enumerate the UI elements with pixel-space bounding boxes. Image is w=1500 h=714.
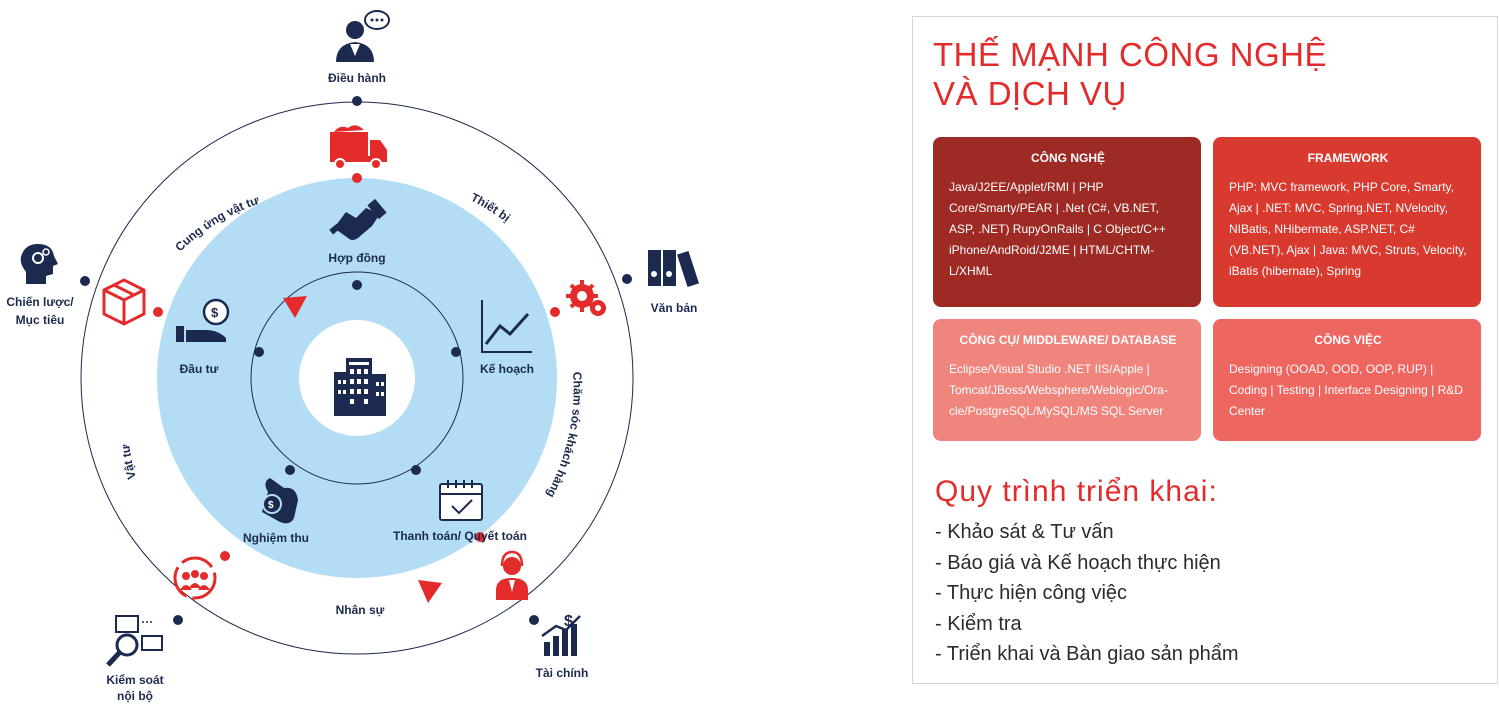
card-technology-body: Java/J2EE/Applet/RMI | PHP Core/Smarty/P…	[949, 180, 1166, 278]
node-label-dieu-hanh: Điều hành	[328, 71, 386, 85]
strategy-head-icon	[20, 244, 59, 284]
ring-label-nhan-su: Nhân sự	[336, 603, 385, 617]
process-title: Quy trình triển khai:	[935, 475, 1218, 508]
node-label-kiem-soat-2: nội bộ	[117, 689, 153, 703]
node-label-van-ban: Văn bản	[651, 301, 698, 315]
node-label-kiem-soat-1: Kiểm soát	[106, 673, 163, 687]
process-step: Khảo sát & Tư vấn	[935, 517, 1239, 548]
card-framework-body: PHP: MVC framework, PHP Core, Smarty, Aj…	[1229, 180, 1467, 278]
card-work: CÔNG VIỆC Designing (OOAD, OOD, OOP, RUP…	[1213, 319, 1481, 441]
outer-ring-dots	[80, 96, 632, 625]
handshake-icon	[329, 198, 387, 240]
svg-text:$: $	[564, 613, 573, 630]
truck-icon	[330, 125, 387, 170]
card-technology: CÔNG NGHỆ Java/J2EE/Applet/RMI | PHP Cor…	[933, 137, 1201, 307]
inspection-icon	[106, 615, 163, 667]
process-step: Triển khai và Bàn giao sản phẩm	[935, 639, 1239, 670]
manager-chat-icon	[336, 10, 390, 62]
calendar-check-icon	[439, 480, 483, 521]
node-label-hop-dong: Hợp đồng	[328, 251, 385, 265]
process-steps-list: Khảo sát & Tư vấn Báo giá và Kế hoạch th…	[935, 517, 1239, 670]
ok-hand-coin-icon: $	[262, 478, 298, 524]
direction-arrow-bottom	[418, 580, 442, 603]
svg-text:$: $	[268, 500, 274, 511]
office-building-icon	[334, 358, 386, 416]
hand-coin-icon: $	[176, 298, 230, 342]
process-step: Thực hiện công việc	[935, 578, 1239, 609]
card-tools-body: Eclipse/Visual Studio .NET IIS/Apple | T…	[949, 362, 1168, 418]
node-label-dau-tu: Đầu tư	[180, 362, 219, 376]
team-cycle-icon	[173, 556, 217, 600]
line-chart-icon	[481, 300, 532, 353]
service-cycle-diagram: Cung ứng vật tư Thiết bị Chăm sóc khách …	[6, 10, 699, 703]
panel-title: THẾ MẠNH CÔNG NGHỆ VÀ DỊCH VỤ	[933, 36, 1328, 112]
process-step: Kiểm tra	[935, 609, 1239, 640]
node-label-nghiem-thu: Nghiệm thu	[243, 531, 309, 545]
inner-ring	[250, 271, 464, 485]
direction-arrow-top	[283, 296, 307, 318]
card-work-title: CÔNG VIỆC	[1314, 333, 1382, 347]
gears-icon	[566, 280, 606, 316]
node-label-tai-chinh: Tài chính	[536, 666, 589, 680]
process-step: Báo giá và Kế hoạch thực hiện	[935, 548, 1239, 579]
card-tools-middleware: CÔNG CỤ/ MIDDLEWARE/ DATABASE Eclipse/Vi…	[933, 319, 1201, 441]
box-icon	[102, 278, 146, 326]
node-label-chien-luoc-2: Mục tiêu	[16, 313, 65, 327]
node-label-ke-hoach: Kế hoạch	[480, 362, 534, 376]
svg-text:$: $	[211, 305, 219, 320]
tech-services-panel: THẾ MẠNH CÔNG NGHỆ VÀ DỊCH VỤ CÔNG NGHỆ …	[912, 16, 1498, 684]
finance-chart-icon: $	[541, 613, 581, 656]
headset-agent-icon	[496, 550, 528, 600]
card-framework: FRAMEWORK PHP: MVC framework, PHP Core, …	[1213, 137, 1481, 307]
binders-icon	[648, 250, 699, 288]
card-work-body: Designing (OOAD, OOD, OOP, RUP) | Coding…	[1229, 362, 1463, 418]
middle-red-dots	[153, 173, 560, 561]
inner-ring-dots	[254, 280, 461, 475]
node-label-thanh-toan: Thanh toán/ Quyết toán	[393, 529, 527, 543]
node-label-chien-luoc-1: Chiến lược/	[6, 295, 74, 309]
ring-label-vat-tu: Vật tư	[118, 443, 139, 481]
card-framework-title: FRAMEWORK	[1307, 151, 1389, 165]
card-tools-title: CÔNG CỤ/ MIDDLEWARE/ DATABASE	[959, 333, 1177, 347]
card-technology-title: CÔNG NGHỆ	[1030, 151, 1105, 165]
